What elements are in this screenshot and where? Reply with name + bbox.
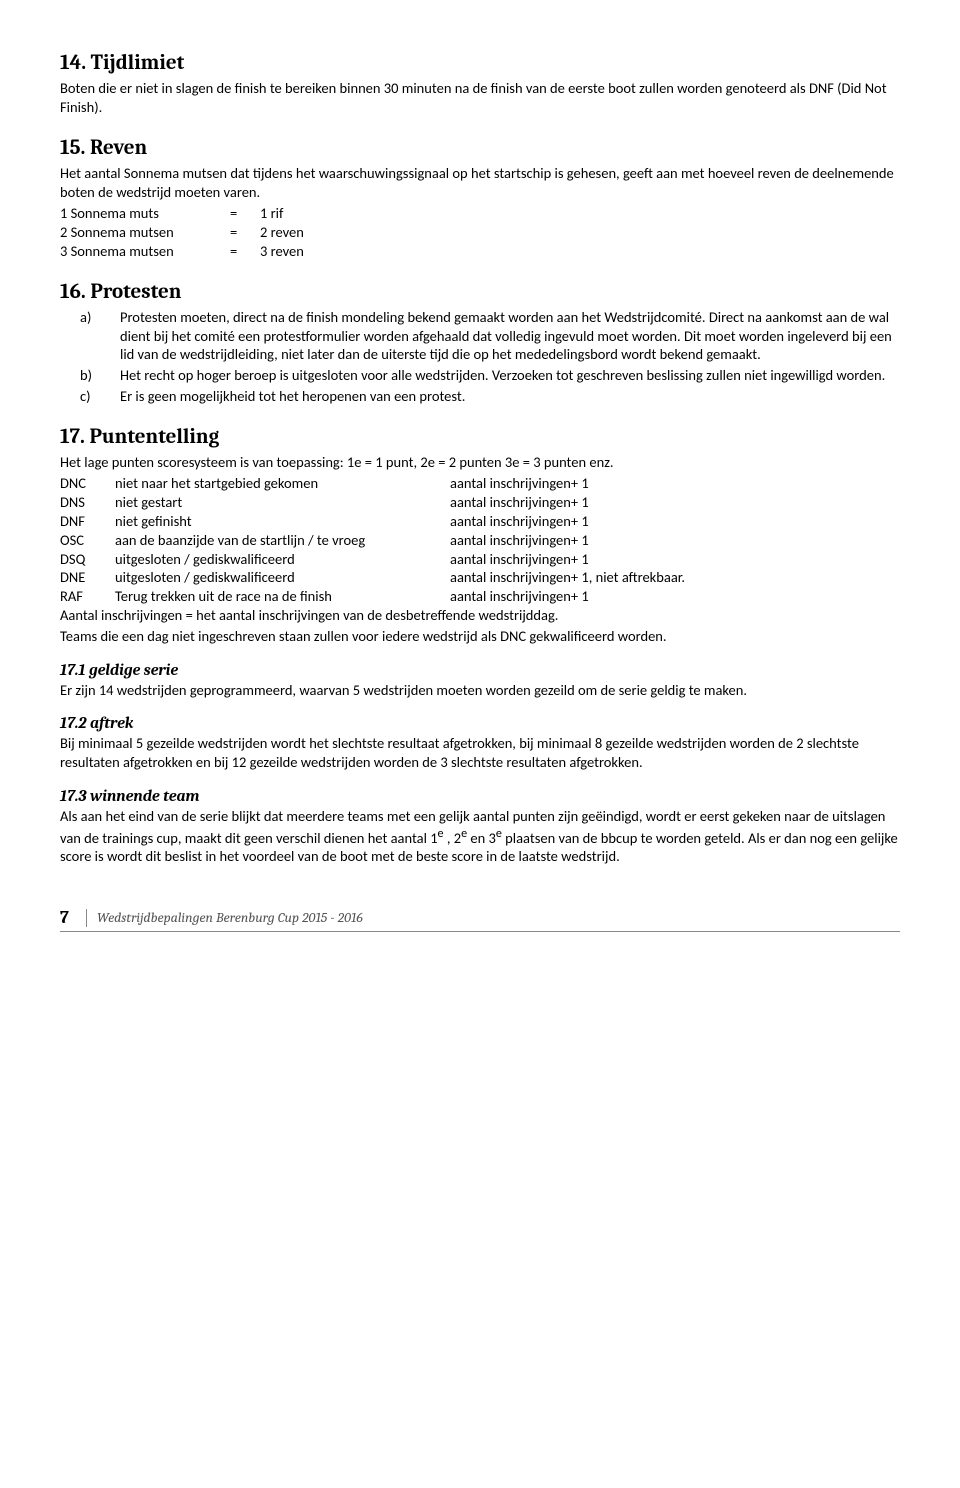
section-17: 17. Puntentelling Het lage punten scores… — [60, 424, 900, 866]
body-14: Boten die er niet in slagen de finish te… — [60, 79, 900, 117]
cell: 1 Sonnema muts — [60, 204, 230, 223]
body-15: Het aantal Sonnema mutsen dat tijdens he… — [60, 164, 900, 202]
table-row: DNC niet naar het startgebied gekomen aa… — [60, 474, 900, 493]
cell: DNE — [60, 568, 115, 587]
cell: DNF — [60, 512, 115, 531]
cell: uitgesloten / gediskwalificeerd — [115, 550, 450, 569]
cell: = — [230, 204, 260, 223]
after-text-2: Teams die een dag niet ingeschreven staa… — [60, 627, 900, 646]
heading-14: 14. Tijdlimiet — [60, 50, 900, 77]
list-marker: a) — [60, 308, 120, 365]
table-row: 3 Sonnema mutsen = 3 reven — [60, 242, 900, 261]
cell: niet gefinisht — [115, 512, 450, 531]
list-content: Het recht op hoger beroep is uitgesloten… — [120, 366, 900, 385]
cell: 2 reven — [260, 223, 900, 242]
cell: = — [230, 223, 260, 242]
cell: DNC — [60, 474, 115, 493]
footer-title: Wedstrijdbepalingen Berenburg Cup 2015 -… — [86, 909, 363, 927]
heading-15: 15. Reven — [60, 135, 900, 162]
reven-table: 1 Sonnema muts = 1 rif 2 Sonnema mutsen … — [60, 204, 900, 261]
heading-17: 17. Puntentelling — [60, 424, 900, 451]
section-16: 16. Protesten a) Protesten moeten, direc… — [60, 279, 900, 407]
table-row: OSC aan de baanzijde van de startlijn / … — [60, 531, 900, 550]
cell: 2 Sonnema mutsen — [60, 223, 230, 242]
body-17-1: Er zijn 14 wedstrijden geprogrammeerd, w… — [60, 681, 900, 700]
cell: OSC — [60, 531, 115, 550]
cell: aan de baanzijde van de startlijn / te v… — [115, 531, 450, 550]
cell: aantal inschrijvingen+ 1 — [450, 474, 900, 493]
cell: aantal inschrijvingen+ 1 — [450, 512, 900, 531]
cell: aantal inschrijvingen+ 1, niet aftrekbaa… — [450, 568, 900, 587]
heading-16: 16. Protesten — [60, 279, 900, 306]
cell: Terug trekken uit de race na de finish — [115, 587, 450, 606]
list-item: a) Protesten moeten, direct na de finish… — [60, 308, 900, 365]
cell: DSQ — [60, 550, 115, 569]
cell: = — [230, 242, 260, 261]
cell: RAF — [60, 587, 115, 606]
list-marker: b) — [60, 366, 120, 385]
list-content: Er is geen mogelijkheid tot het heropene… — [120, 387, 900, 406]
cell: 1 rif — [260, 204, 900, 223]
table-row: DSQ uitgesloten / gediskwalificeerd aant… — [60, 550, 900, 569]
section-14: 14. Tijdlimiet Boten die er niet in slag… — [60, 50, 900, 117]
cell: aantal inschrijvingen+ 1 — [450, 531, 900, 550]
heading-17-1: 17.1 geldige serie — [60, 660, 900, 681]
table-row: DNE uitgesloten / gediskwalificeerd aant… — [60, 568, 900, 587]
page-number: 7 — [60, 906, 86, 929]
table-row: 2 Sonnema mutsen = 2 reven — [60, 223, 900, 242]
body-17: Het lage punten scoresysteem is van toep… — [60, 453, 900, 472]
cell: 3 Sonnema mutsen — [60, 242, 230, 261]
cell: DNS — [60, 493, 115, 512]
body-17-2: Bij minimaal 5 gezeilde wedstrijden word… — [60, 734, 900, 772]
cell: niet gestart — [115, 493, 450, 512]
cell: uitgesloten / gediskwalificeerd — [115, 568, 450, 587]
table-row: RAF Terug trekken uit de race na de fini… — [60, 587, 900, 606]
protesten-list: a) Protesten moeten, direct na de finish… — [60, 308, 900, 406]
list-item: c) Er is geen mogelijkheid tot het herop… — [60, 387, 900, 406]
list-item: b) Het recht op hoger beroep is uitgeslo… — [60, 366, 900, 385]
table-row: 1 Sonnema muts = 1 rif — [60, 204, 900, 223]
score-table: DNC niet naar het startgebied gekomen aa… — [60, 474, 900, 606]
table-row: DNS niet gestart aantal inschrijvingen+ … — [60, 493, 900, 512]
list-marker: c) — [60, 387, 120, 406]
page-footer: 7 Wedstrijdbepalingen Berenburg Cup 2015… — [60, 906, 900, 932]
after-text-1: Aantal inschrijvingen = het aantal insch… — [60, 606, 900, 625]
section-15: 15. Reven Het aantal Sonnema mutsen dat … — [60, 135, 900, 261]
cell: niet naar het startgebied gekomen — [115, 474, 450, 493]
cell: 3 reven — [260, 242, 900, 261]
cell: aantal inschrijvingen+ 1 — [450, 550, 900, 569]
list-content: Protesten moeten, direct na de finish mo… — [120, 308, 900, 365]
heading-17-3: 17.3 winnende team — [60, 786, 900, 807]
body-17-3: Als aan het eind van de serie blijkt dat… — [60, 807, 900, 866]
cell: aantal inschrijvingen+ 1 — [450, 493, 900, 512]
table-row: DNF niet gefinisht aantal inschrijvingen… — [60, 512, 900, 531]
heading-17-2: 17.2 aftrek — [60, 713, 900, 734]
cell: aantal inschrijvingen+ 1 — [450, 587, 900, 606]
